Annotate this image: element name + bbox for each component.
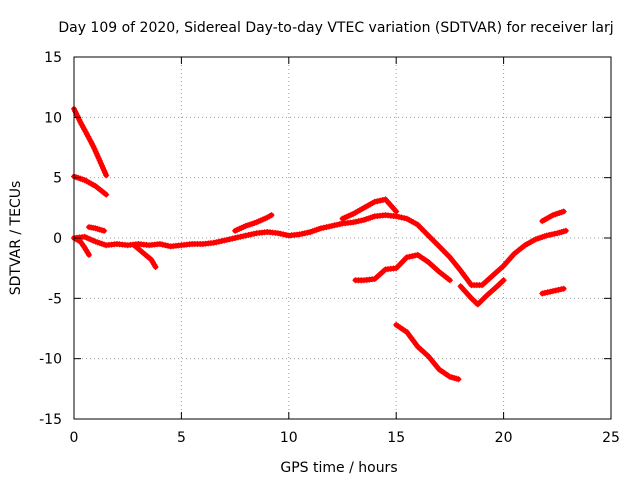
y-axis-label: SDTVAR / TECUs: [8, 181, 24, 296]
x-tick-label: 25: [602, 430, 620, 446]
series-arc-6: [131, 242, 159, 270]
series-arc-10: [352, 251, 453, 284]
x-tick-label: 10: [280, 430, 298, 446]
series-arc-8: [339, 196, 400, 222]
series-arc-12: [539, 208, 567, 225]
axis-ticks: 0 5 10 15 20 25 -15 -10 -5 0 5 10 15: [39, 50, 620, 446]
y-tick-label: 0: [53, 231, 62, 247]
x-axis-label: GPS time / hours: [280, 460, 397, 476]
series-markers: [86, 224, 108, 234]
y-tick-label: -15: [39, 412, 62, 428]
x-tick-label: 0: [70, 430, 79, 446]
series-markers: [393, 321, 462, 383]
series-arc-9: [457, 277, 507, 308]
y-tick-label: 5: [53, 171, 62, 187]
series-arc-11: [393, 321, 462, 383]
y-tick-label: 10: [44, 110, 62, 126]
series-markers: [352, 251, 453, 284]
series-markers: [232, 212, 275, 234]
x-tick-label: 15: [387, 430, 405, 446]
x-tick-label: 20: [495, 430, 513, 446]
y-tick-label: -10: [39, 352, 62, 368]
series-arc-13: [539, 285, 567, 297]
series-markers: [339, 196, 400, 222]
series-arc-7: [232, 212, 275, 234]
y-tick-label: 15: [44, 50, 62, 66]
series-markers: [131, 242, 159, 270]
series-arc-3: [86, 224, 108, 234]
x-tick-label: 5: [177, 430, 186, 446]
series-markers: [539, 285, 567, 297]
series-markers: [539, 208, 567, 225]
chart-title: Day 109 of 2020, Sidereal Day-to-day VTE…: [58, 20, 613, 36]
series-markers: [457, 277, 507, 308]
y-tick-label: -5: [48, 291, 62, 307]
